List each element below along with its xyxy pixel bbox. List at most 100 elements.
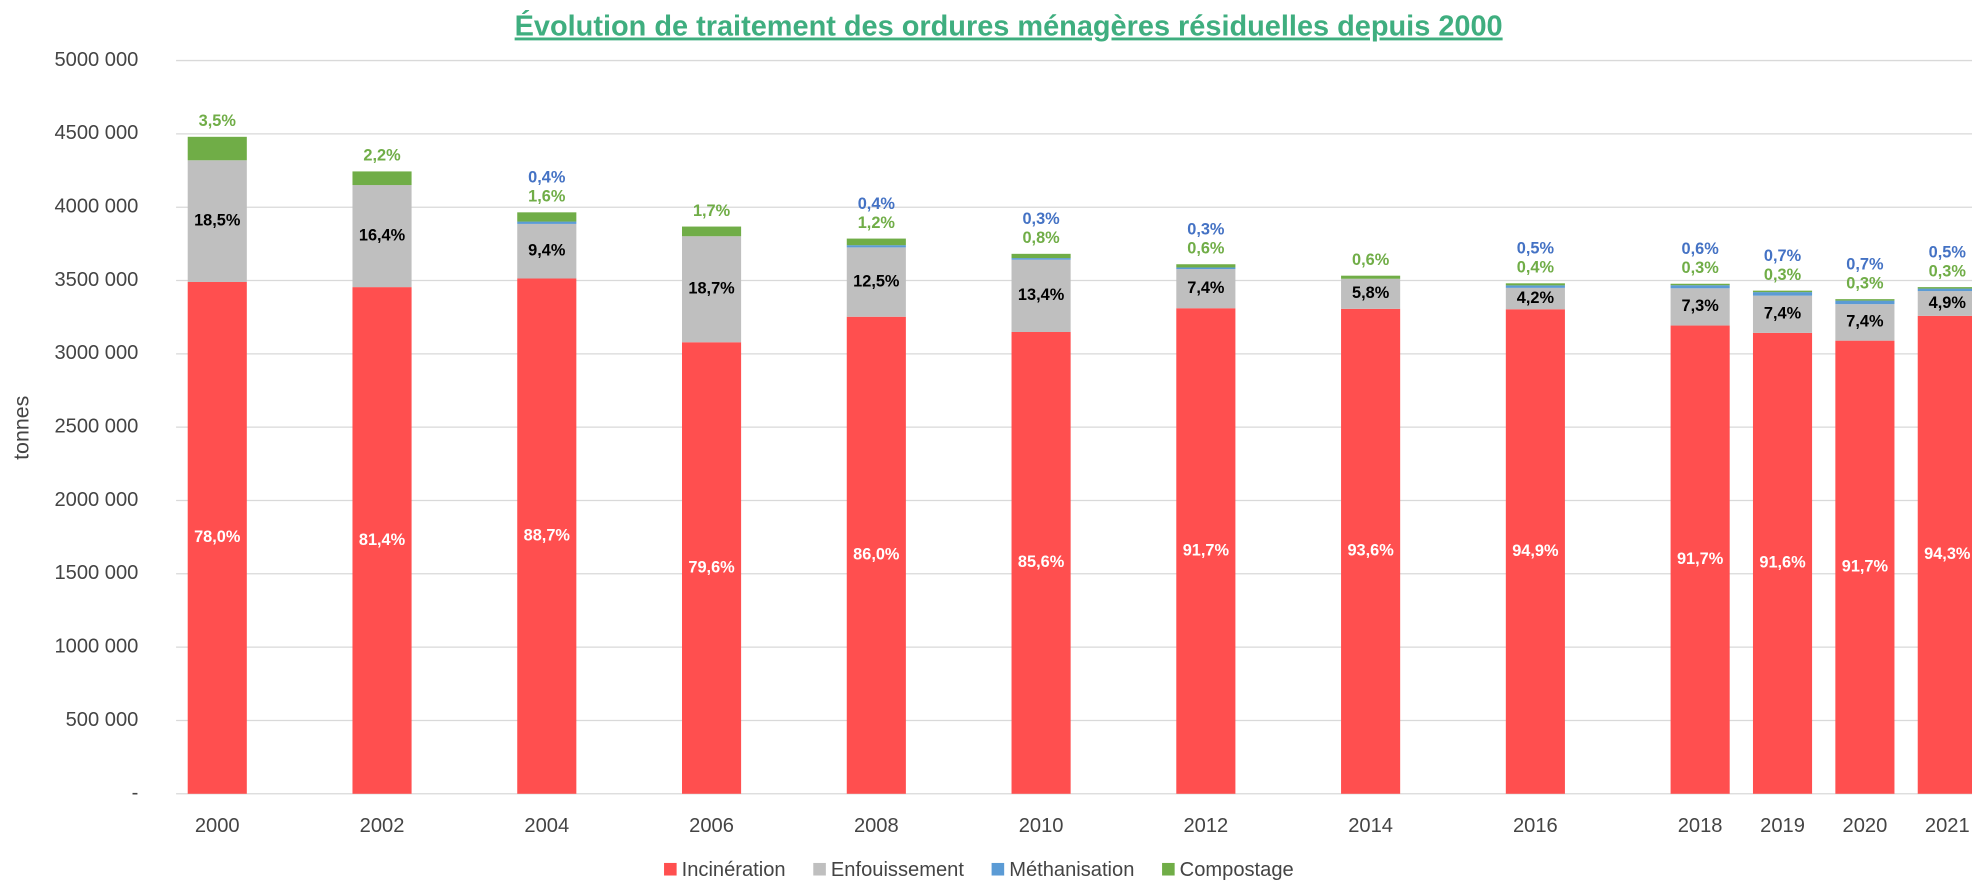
bar-segment [1670, 288, 1730, 326]
legend-swatch [813, 862, 826, 876]
data-label: 0,5% [1517, 240, 1555, 258]
bar-segment [1752, 292, 1813, 296]
legend-label: Méthanisation [1009, 859, 1134, 881]
bar-segment [846, 247, 906, 317]
bar-segment [1917, 291, 1972, 316]
data-label: 18,7% [688, 280, 735, 298]
data-label: 0,6% [1187, 239, 1225, 257]
data-label: 0,7% [1846, 256, 1884, 274]
data-label: 7,4% [1846, 313, 1884, 331]
data-label: 7,4% [1764, 305, 1802, 323]
bar-segment [1670, 283, 1730, 286]
data-label: 78,0% [194, 528, 241, 546]
bar-segment [1176, 267, 1236, 270]
bar-segment [352, 171, 412, 186]
labels: 2000 78,0% 18,5% 3,5% 2002 81,4% 16,4% 2,2% 2004… [194, 112, 1971, 837]
x-tick-label: 2018 [1678, 815, 1723, 837]
data-label: 16,4% [359, 226, 406, 244]
data-label: 88,7% [524, 526, 571, 544]
data-label: 91,7% [1842, 558, 1889, 576]
bar-segment [1011, 331, 1071, 794]
bar-segment [187, 160, 247, 282]
y-tick-label: - [132, 782, 139, 804]
data-label: 0,8% [1022, 229, 1060, 247]
x-tick-label: 2006 [689, 815, 734, 837]
bar-segment [1176, 269, 1236, 309]
data-label: 0,5% [1929, 243, 1967, 261]
bar-segment [187, 281, 247, 794]
data-label: 5,8% [1352, 284, 1390, 302]
bar-segment [1341, 308, 1401, 794]
data-label: 91,7% [1677, 550, 1724, 568]
data-label: 94,3% [1924, 545, 1971, 563]
y-tick-label: 5000 000 [54, 49, 138, 71]
bar-segment [1341, 275, 1401, 279]
bar-segment [352, 185, 412, 288]
bar-segment [1917, 288, 1972, 292]
bar-segment [1752, 295, 1813, 333]
legend-label: Enfouissement [831, 859, 964, 881]
bar-segment [846, 316, 906, 794]
data-label: 79,6% [688, 558, 735, 576]
data-label: 7,4% [1187, 279, 1225, 297]
x-tick-label: 2008 [854, 815, 899, 837]
bar-segment [1505, 309, 1565, 794]
x-tick-label: 2004 [524, 815, 569, 837]
bar-segment [352, 287, 412, 794]
data-label: 0,4% [528, 169, 566, 187]
bar-segment [1670, 285, 1730, 289]
data-label: 3,5% [199, 112, 237, 130]
data-label: 0,3% [1682, 259, 1720, 277]
y-tick-label: 3000 000 [54, 342, 138, 364]
data-label: 4,2% [1517, 289, 1555, 307]
data-label: 4,9% [1929, 294, 1967, 312]
y-tick-label: 500 000 [66, 709, 139, 731]
bar-segment [846, 238, 906, 246]
data-label: 13,4% [1018, 286, 1065, 304]
legend-label: Compostage [1180, 859, 1294, 881]
bars [187, 136, 1972, 794]
bar-segment [1917, 287, 1972, 289]
bar-segment [1670, 325, 1730, 794]
data-label: 7,3% [1682, 297, 1720, 315]
bar-segment [1835, 340, 1895, 794]
data-label: 0,3% [1187, 221, 1225, 239]
bar-segment [1505, 287, 1565, 310]
legend-label: Incinération [682, 859, 786, 881]
data-label: 0,3% [1846, 274, 1884, 292]
data-label: 2,2% [363, 147, 401, 165]
bar-segment [1835, 300, 1895, 305]
y-axis-label: tonnes [9, 396, 33, 460]
data-label: 1,2% [858, 214, 896, 232]
x-tick-label: 2016 [1513, 815, 1558, 837]
data-label: 0,7% [1764, 247, 1802, 265]
bar-segment [517, 221, 577, 224]
bar-segment [1752, 332, 1813, 794]
y-tick-label: 1000 000 [54, 635, 138, 657]
data-label: 0,3% [1022, 210, 1060, 228]
legend: Incinération Enfouissement Méthanisation Co… [664, 859, 1294, 881]
bar-segment [1917, 315, 1972, 794]
data-label: 0,6% [1682, 240, 1720, 258]
bar-segment [681, 236, 742, 343]
data-label: 81,4% [359, 531, 406, 549]
data-label: 0,3% [1929, 262, 1967, 280]
legend-swatch [991, 862, 1005, 876]
x-tick-label: 2019 [1760, 815, 1805, 837]
x-tick-label: 2014 [1348, 815, 1393, 837]
y-tick-label: 4500 000 [54, 122, 138, 144]
chart-title: Évolution de traitement des ordures ména… [515, 9, 1503, 43]
data-label: 86,0% [853, 546, 900, 564]
data-label: 18,5% [194, 211, 241, 229]
grid: - 500 000 1000 000 1500 000 2000 000 2500 000… [54, 49, 1972, 804]
data-label: 94,9% [1512, 542, 1559, 560]
bar-segment [1505, 285, 1565, 288]
bar-segment [846, 245, 906, 248]
y-tick-label: 2000 000 [54, 489, 138, 511]
y-tick-label: 4000 000 [54, 196, 138, 218]
bar-segment [681, 226, 742, 237]
x-tick-label: 2012 [1183, 815, 1228, 837]
data-label: 0,4% [858, 195, 896, 213]
data-label: 0,3% [1764, 266, 1802, 284]
bar-segment [1835, 299, 1895, 301]
